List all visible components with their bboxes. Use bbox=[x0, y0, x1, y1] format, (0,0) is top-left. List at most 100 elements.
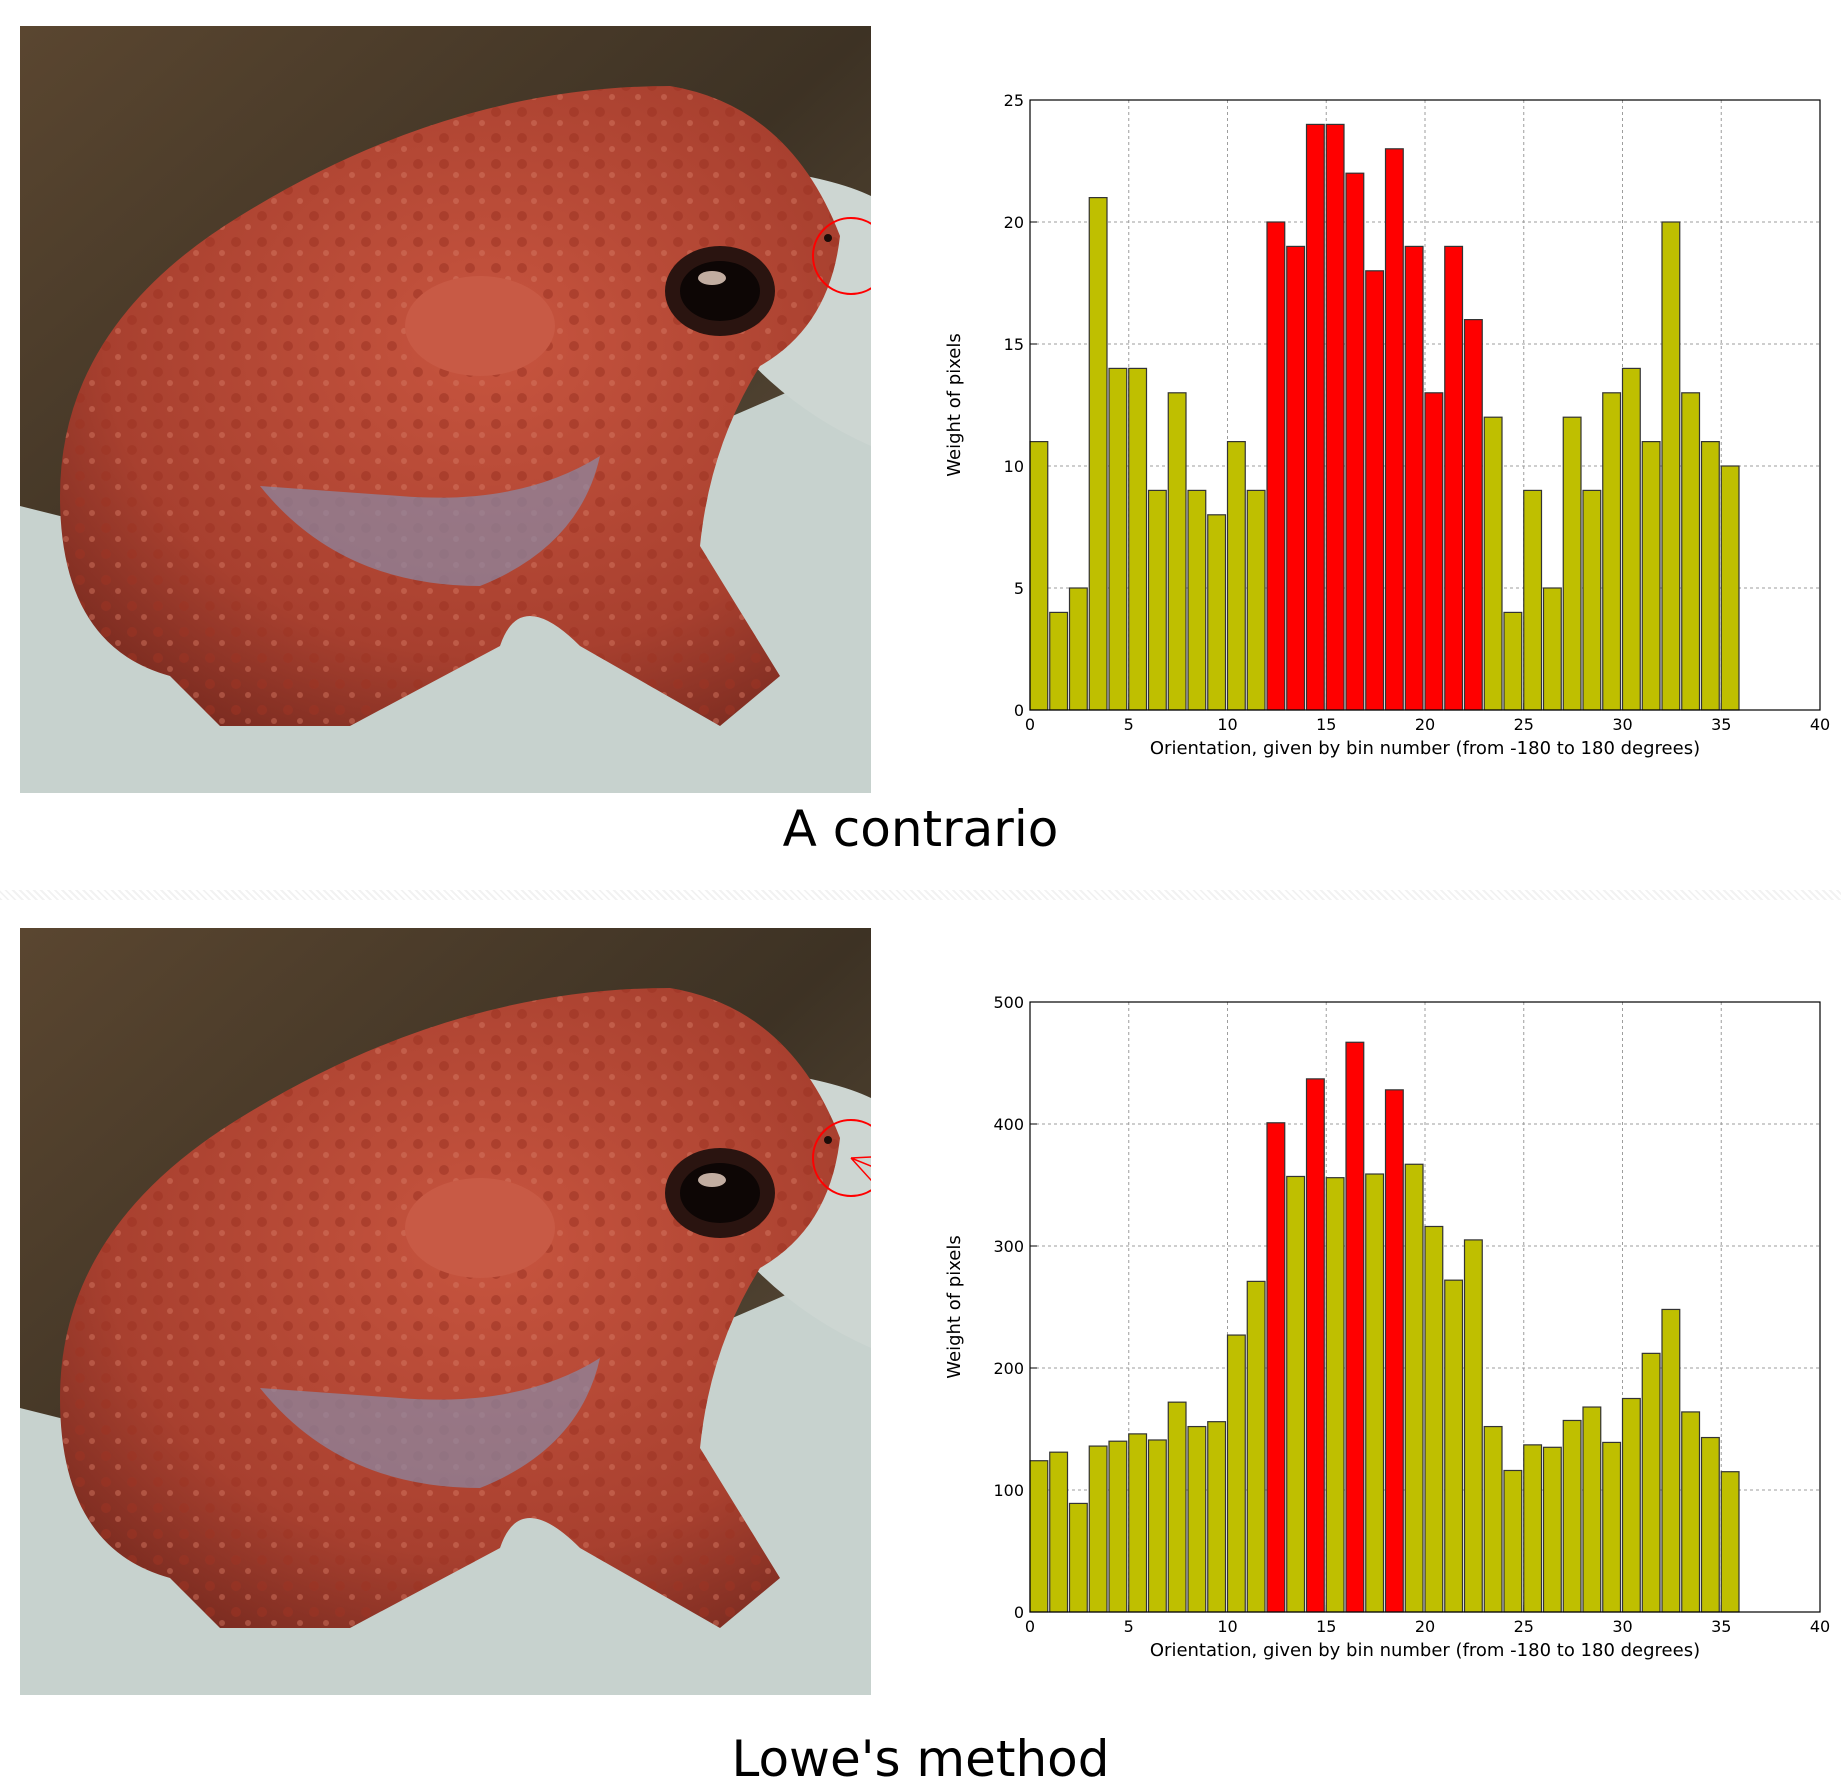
bar bbox=[1424, 1225, 1444, 1613]
bar bbox=[1286, 1175, 1306, 1613]
bar bbox=[1128, 1433, 1148, 1613]
bar bbox=[1246, 489, 1266, 711]
histogram-svg-bottom: 0 100 200 300 400 500 0 5 10 15 20 25 30 35 40 Orientat… bbox=[944, 993, 1830, 1661]
bar bbox=[1621, 1397, 1641, 1613]
x-tick-label: 25 bbox=[1514, 1617, 1534, 1636]
y-tick-label: 0 bbox=[1014, 1603, 1024, 1622]
caption-lowe-method: Lowe's method bbox=[731, 1730, 1110, 1788]
panel-a-contrario: 0 5 10 15 20 25 0 5 10 15 20 25 30 35 40 Orientation, g… bbox=[0, 0, 1841, 810]
bar-highlighted bbox=[1404, 245, 1424, 711]
x-tick-label: 25 bbox=[1514, 715, 1534, 734]
x-axis-label: Orientation, given by bin number (from -… bbox=[1150, 738, 1700, 759]
bar-highlighted bbox=[1424, 392, 1444, 711]
x-tick-label: 30 bbox=[1612, 1617, 1632, 1636]
bar-highlighted bbox=[1345, 1041, 1365, 1613]
x-tick-label: 0 bbox=[1025, 715, 1035, 734]
bar bbox=[1602, 1441, 1622, 1613]
histogram-bottom: 0 100 200 300 400 500 0 5 10 15 20 25 30 35 40 Orientat… bbox=[930, 972, 1830, 1692]
bar bbox=[1562, 416, 1582, 711]
x-tick-label: 35 bbox=[1711, 715, 1731, 734]
bar bbox=[1068, 1502, 1088, 1613]
bar bbox=[1621, 367, 1641, 711]
bar bbox=[1463, 1239, 1483, 1613]
y-tick-label: 300 bbox=[993, 1237, 1024, 1256]
bar bbox=[1207, 514, 1227, 711]
bar bbox=[1108, 367, 1128, 711]
toad-photo-top bbox=[20, 26, 871, 793]
x-tick-label: 15 bbox=[1316, 715, 1336, 734]
bar bbox=[1661, 1308, 1681, 1613]
bar bbox=[1226, 441, 1246, 711]
bar bbox=[1483, 416, 1503, 711]
bar bbox=[1542, 1446, 1562, 1613]
x-tick-label: 15 bbox=[1316, 1617, 1336, 1636]
bar bbox=[1582, 489, 1602, 711]
x-tick-label: 40 bbox=[1810, 715, 1830, 734]
plot-frame bbox=[1029, 1001, 1821, 1613]
x-tick-label: 5 bbox=[1124, 715, 1134, 734]
y-tick-label: 0 bbox=[1014, 701, 1024, 720]
x-axis-label: Orientation, given by bin number (from -… bbox=[1150, 1640, 1700, 1661]
y-tick-label: 100 bbox=[993, 1481, 1024, 1500]
x-tick-label: 10 bbox=[1217, 715, 1237, 734]
bar bbox=[1582, 1406, 1602, 1613]
y-axis-label: Weight of pixels bbox=[944, 333, 965, 476]
histogram-svg-top: 0 5 10 15 20 25 0 5 10 15 20 25 30 35 40 Orientation, g… bbox=[944, 91, 1830, 759]
bar-highlighted bbox=[1345, 172, 1365, 711]
bar bbox=[1108, 1440, 1128, 1613]
x-tick-label: 35 bbox=[1711, 1617, 1731, 1636]
y-tick-label: 200 bbox=[993, 1359, 1024, 1378]
bar-highlighted bbox=[1305, 1078, 1325, 1613]
bar bbox=[1681, 1411, 1701, 1613]
bar bbox=[1167, 1401, 1187, 1613]
bar bbox=[1523, 489, 1543, 711]
bar bbox=[1029, 1460, 1049, 1613]
x-tick-label: 20 bbox=[1415, 715, 1435, 734]
bar bbox=[1207, 1421, 1227, 1613]
y-tick-label: 500 bbox=[993, 993, 1024, 1012]
bar bbox=[1049, 1451, 1069, 1613]
bar bbox=[1542, 587, 1562, 711]
bar bbox=[1147, 1439, 1167, 1613]
x-tick-label: 5 bbox=[1124, 1617, 1134, 1636]
bar bbox=[1187, 1425, 1207, 1613]
bar bbox=[1147, 489, 1167, 711]
bar bbox=[1088, 196, 1108, 711]
x-tick-label: 40 bbox=[1810, 1617, 1830, 1636]
bar bbox=[1720, 1471, 1740, 1613]
bar bbox=[1641, 441, 1661, 711]
x-tick-label: 10 bbox=[1217, 1617, 1237, 1636]
bar bbox=[1226, 1334, 1246, 1613]
bar bbox=[1068, 587, 1088, 711]
bar-highlighted bbox=[1286, 245, 1306, 711]
bar-highlighted bbox=[1384, 148, 1404, 711]
bar-highlighted bbox=[1266, 221, 1286, 711]
y-tick-label: 10 bbox=[1004, 457, 1024, 476]
caption-a-contrario: A contrario bbox=[782, 800, 1059, 858]
bar bbox=[1700, 441, 1720, 711]
bar bbox=[1187, 489, 1207, 711]
bar bbox=[1503, 1469, 1523, 1613]
bar bbox=[1365, 1173, 1385, 1613]
separator bbox=[0, 890, 1841, 900]
x-tick-label: 20 bbox=[1415, 1617, 1435, 1636]
y-tick-label: 400 bbox=[993, 1115, 1024, 1134]
bar bbox=[1523, 1444, 1543, 1613]
bar-highlighted bbox=[1266, 1122, 1286, 1613]
bar-highlighted bbox=[1325, 123, 1345, 711]
bar-highlighted bbox=[1444, 245, 1464, 711]
bar-highlighted bbox=[1365, 270, 1385, 711]
toad-photo-bottom bbox=[20, 928, 871, 1695]
y-tick-label: 25 bbox=[1004, 91, 1024, 110]
bar bbox=[1483, 1425, 1503, 1613]
bar-highlighted bbox=[1463, 319, 1483, 711]
bar bbox=[1246, 1280, 1266, 1613]
panel-lowe-method: 0 100 200 300 400 500 0 5 10 15 20 25 30 35 40 Orientat… bbox=[0, 902, 1841, 1712]
bar bbox=[1444, 1279, 1464, 1613]
bar bbox=[1641, 1352, 1661, 1613]
bar bbox=[1602, 392, 1622, 711]
y-tick-label: 5 bbox=[1014, 579, 1024, 598]
x-tick-label: 0 bbox=[1025, 1617, 1035, 1636]
bar-highlighted bbox=[1384, 1089, 1404, 1613]
bar bbox=[1128, 367, 1148, 711]
